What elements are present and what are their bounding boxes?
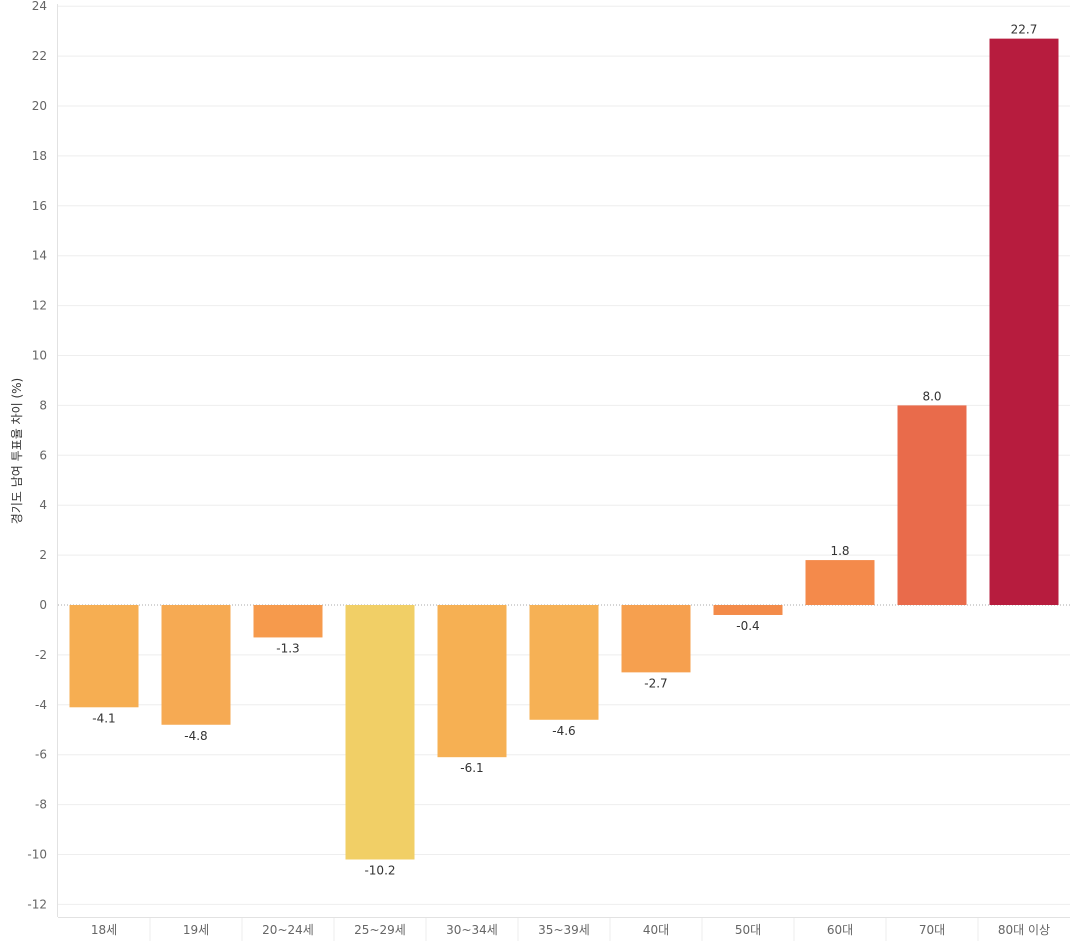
y-tick-label: 16 <box>32 199 47 213</box>
bar-value-label: -0.4 <box>736 619 759 633</box>
category-label: 20~24세 <box>262 923 314 937</box>
y-tick-label: 8 <box>39 398 47 412</box>
category-label: 60대 <box>827 923 853 937</box>
category-label: 70대 <box>919 923 945 937</box>
bar <box>345 605 415 860</box>
category-labels: 18세 19세 20~24세 25~29세 30~34세 35~39세 40대 50대 60대 7… <box>91 918 1050 941</box>
category-label: 30~34세 <box>446 923 498 937</box>
bar-value-label: -10.2 <box>364 863 395 877</box>
bar-value-label: -1.3 <box>276 641 299 655</box>
bar-value-label: 1.8 <box>830 544 849 558</box>
y-tick-label: -2 <box>35 648 47 662</box>
y-tick-label: 12 <box>32 299 47 313</box>
category-label: 35~39세 <box>538 923 590 937</box>
bar <box>713 605 783 615</box>
bar <box>253 605 323 638</box>
y-tick-label: 24 <box>32 0 47 13</box>
bar <box>161 605 231 725</box>
bar-value-label: -4.8 <box>184 729 207 743</box>
y-tick-label: 0 <box>39 598 47 612</box>
y-tick-label: 4 <box>39 498 47 512</box>
bar <box>805 560 875 605</box>
y-tick-label: 18 <box>32 149 47 163</box>
y-tick-label: -10 <box>27 848 47 862</box>
y-tick-label: 22 <box>32 49 47 63</box>
bar <box>897 405 967 605</box>
y-tick-label: 20 <box>32 99 47 113</box>
bar-value-label: -2.7 <box>644 676 667 690</box>
bar-value-label: -4.1 <box>92 711 115 725</box>
category-label: 18세 <box>91 923 117 937</box>
bar <box>529 605 599 720</box>
value-labels: -4.1 -4.8 -1.3 -10.2 -6.1 -4.6 -2.7 -0.4 1.8 8.0 2… <box>92 23 1037 878</box>
y-tick-label: -12 <box>27 897 47 911</box>
bar-value-label: -6.1 <box>460 761 483 775</box>
y-tick-label: 6 <box>39 448 47 462</box>
y-tick-label: 10 <box>32 349 47 363</box>
y-tick-label: 2 <box>39 548 47 562</box>
category-label: 50대 <box>735 923 761 937</box>
bar <box>989 38 1059 605</box>
bar <box>621 605 691 673</box>
y-tick-label: -6 <box>35 748 47 762</box>
bar-value-label: 22.7 <box>1011 23 1038 37</box>
y-tick-label: 14 <box>32 249 47 263</box>
bar-value-label: 8.0 <box>922 389 941 403</box>
bar <box>437 605 507 758</box>
y-tick-label: -4 <box>35 698 47 712</box>
y-axis-label: 경기도 남여 투표율 차이 (%) <box>10 378 24 524</box>
bars <box>69 38 1059 860</box>
bar <box>69 605 139 708</box>
category-label: 40대 <box>643 923 669 937</box>
category-label: 19세 <box>183 923 209 937</box>
bar-value-label: -4.6 <box>552 724 575 738</box>
category-label: 80대 이상 <box>998 923 1050 937</box>
y-tick-label: -8 <box>35 798 47 812</box>
category-label: 25~29세 <box>354 923 406 937</box>
